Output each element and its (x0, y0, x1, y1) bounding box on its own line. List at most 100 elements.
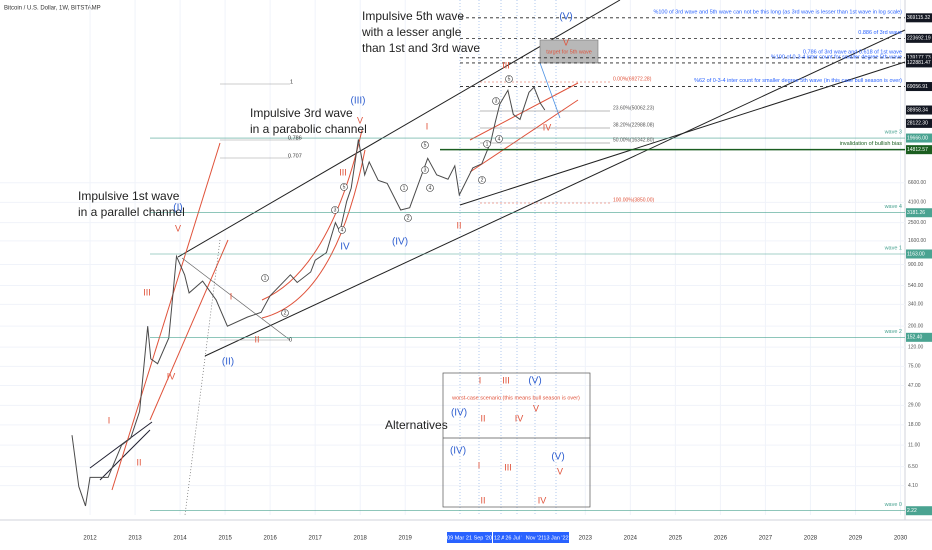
y-tick-label: 47.00 (908, 383, 921, 389)
date-box (504, 532, 530, 543)
level-label: 1163.00 (907, 251, 925, 257)
level-note: %62 of 0-3-4 inter count for smaller deg… (694, 78, 902, 84)
ratio-label: 1 (290, 79, 293, 85)
wave-marker-label: 2 (407, 216, 410, 222)
red-channel (469, 82, 579, 141)
fib-label: 50.00%(16342.80) (613, 137, 654, 143)
alternatives-box (442, 372, 591, 508)
level-label: 14812.57 (907, 147, 928, 153)
channel-line (204, 29, 906, 357)
wave-label: III (339, 167, 347, 177)
fib-leg (184, 239, 221, 516)
x-tick-label: 2030 (894, 536, 908, 542)
level-box (906, 145, 932, 155)
level-note: 0.786 of 3rd wave and 0.618 of 1st wave (803, 49, 902, 55)
wave-label: II (456, 220, 461, 230)
level-label: 223692.19 (907, 36, 931, 42)
wave-label: II (254, 334, 259, 344)
channel-line (89, 421, 153, 469)
x-tick-label: 2026 (714, 536, 728, 542)
wave-marker-label: 5 (424, 143, 427, 149)
x-tick-label: 2016 (263, 536, 277, 542)
target-label: target for 5th wave (546, 49, 592, 55)
wave-marker (426, 184, 434, 192)
wave-label: II (480, 495, 485, 505)
wave-marker-label: 3 (334, 208, 337, 214)
channel-line (99, 429, 151, 481)
date-label: 26 Jul '21 (505, 535, 528, 541)
wave-label: (II) (222, 357, 234, 368)
wave-label: III (504, 462, 512, 472)
date-label: 21 Sep '20 (466, 535, 492, 541)
level-label: 38958.34 (907, 107, 928, 113)
y-tick-label: 18.00 (908, 422, 921, 428)
level-box (906, 33, 932, 43)
y-tick-label: 11.00 (908, 442, 920, 448)
x-tick-label: 2019 (399, 536, 413, 542)
wave-label: V (563, 37, 569, 47)
wave-marker (340, 183, 348, 191)
parabolic-channel (261, 149, 366, 319)
wave-label: IV (515, 413, 524, 423)
y-tick-label: 4.10 (908, 483, 918, 489)
wave-marker-label: 4 (341, 228, 344, 234)
wave-marker-label: 4 (429, 186, 432, 192)
wave-label: V (533, 403, 539, 413)
x-tick-label: 2012 (83, 536, 97, 542)
level-label: 2.22 (907, 508, 917, 514)
wave-marker (505, 75, 513, 83)
date-label: Nov '21 (526, 535, 544, 541)
level-note: wave 4 (884, 204, 902, 210)
x-tick-label: 2013 (128, 536, 142, 542)
y-tick-label: 75.00 (908, 364, 921, 370)
headline: Impulsive 1st wave (78, 189, 180, 203)
level-box (906, 118, 932, 128)
x-tick-label: 2029 (849, 536, 863, 542)
y-tick-label: 6.50 (908, 464, 918, 470)
date-box (522, 532, 548, 543)
y-tick-label: 1600.00 (908, 238, 926, 244)
wave-marker (338, 226, 346, 234)
projection-arrow (539, 62, 561, 119)
wave-label: (V) (528, 376, 541, 387)
level-note: %100 of 3rd wave and 5th wave can not be… (653, 9, 902, 15)
wave-label: I (230, 291, 233, 301)
level-note: wave 0 (884, 502, 902, 508)
level-label: 152.40 (907, 335, 923, 341)
wave-marker (495, 135, 503, 143)
level-box (906, 249, 932, 259)
wave-marker (492, 97, 500, 105)
scenario-label: worst-case scenario (this means bull sea… (451, 395, 580, 401)
wave-marker-label: 3 (424, 168, 427, 174)
date-box (543, 532, 569, 543)
price-line (71, 86, 546, 507)
wave-marker-label: 5 (508, 77, 511, 83)
wave-marker (478, 176, 486, 184)
wave-marker-label: 1 (264, 276, 267, 282)
y-tick-label: 2500.00 (908, 220, 926, 226)
wave-label: (V) (551, 452, 564, 463)
wave-label: I (478, 460, 481, 470)
wave-marker (281, 309, 289, 317)
level-note: invalidation of bullish bias (840, 141, 903, 147)
wave-label: (V) (559, 12, 572, 23)
level-label: 369115.32 (907, 15, 930, 21)
fib-label: 38.20%(22988.08) (613, 122, 654, 128)
level-box (906, 53, 932, 63)
fib-label: 100.00%(3850.00) (613, 197, 654, 203)
wave-label: (III) (351, 96, 366, 107)
wave-label: III (143, 287, 151, 297)
wave-label: (IV) (450, 446, 466, 457)
wave-marker-label: 3 (495, 99, 498, 105)
y-tick-label: 29.00 (908, 403, 921, 409)
level-box (906, 82, 932, 92)
y-tick-label: 4100.00 (908, 200, 926, 206)
date-box (493, 532, 509, 543)
date-label: 09 Mar '20 (447, 535, 473, 541)
headline: Impulsive 3rd wave (250, 106, 353, 120)
wave-marker (421, 141, 429, 149)
wave-label: IV (543, 122, 552, 132)
x-tick-label: 2028 (804, 536, 818, 542)
level-note: wave 1 (884, 245, 902, 251)
